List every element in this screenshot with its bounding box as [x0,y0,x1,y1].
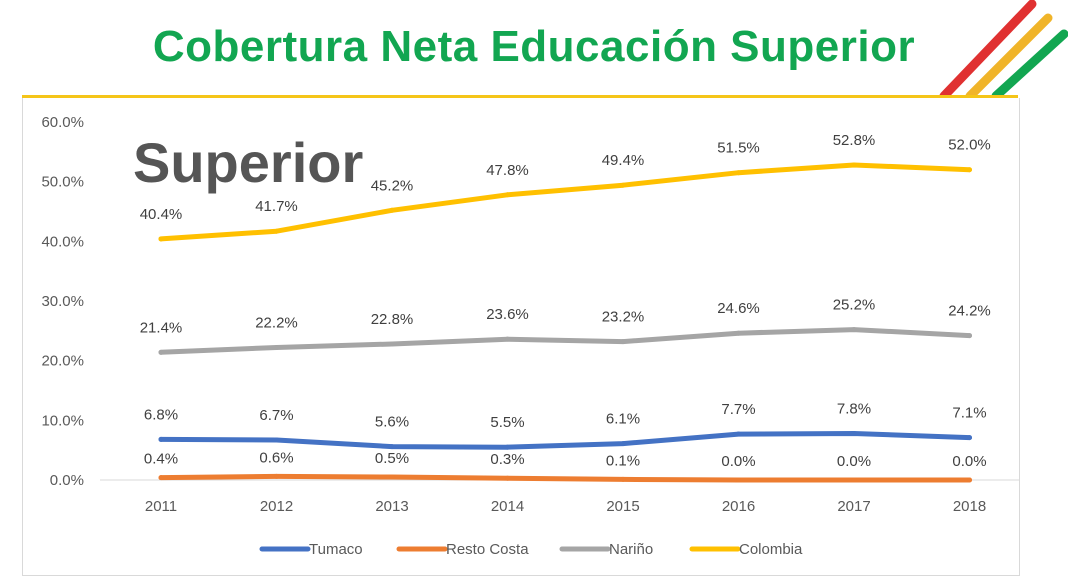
y-tick-label: 10.0% [41,412,84,429]
data-label-tumaco: 6.7% [259,407,293,424]
data-point-resto-costa [158,475,164,481]
x-tick-label: 2016 [722,498,755,515]
data-label-narino: 22.2% [255,315,298,332]
data-point-narino [851,327,857,333]
data-label-colombia: 52.0% [948,137,991,154]
data-point-narino [274,345,279,351]
data-point-tumaco [274,437,279,443]
data-label-tumaco: 7.1% [952,405,986,422]
data-point-tumaco [505,444,510,450]
chart-panel [22,98,1020,576]
x-tick-label: 2011 [145,498,177,515]
data-label-narino: 21.4% [140,319,183,336]
data-point-tumaco [967,435,972,441]
data-label-narino: 22.8% [371,311,414,328]
data-point-resto-costa [389,474,395,480]
data-point-colombia [851,162,857,168]
x-tick-label: 2017 [837,498,870,515]
data-point-colombia [389,207,395,213]
y-tick-label: 50.0% [41,174,84,191]
y-tick-label: 20.0% [41,353,84,370]
data-label-resto-costa: 0.1% [606,452,640,469]
data-label-narino: 23.2% [602,309,645,326]
data-point-resto-costa [274,473,279,479]
legend-label: Nariño [609,541,653,558]
series-line-narino [158,327,972,355]
data-label-colombia: 40.4% [140,206,183,223]
x-tick-label: 2015 [606,498,639,515]
x-tick-label: 2013 [375,498,408,515]
legend-label: Resto Costa [446,541,529,558]
data-label-tumaco: 5.6% [375,414,409,431]
stripe-yellow [965,13,1053,98]
data-label-colombia: 52.8% [833,132,876,149]
data-label-colombia: 45.2% [371,177,414,194]
data-label-narino: 23.6% [486,306,529,323]
page-title: Cobertura Neta Educación Superior [152,22,916,71]
data-label-resto-costa: 0.0% [837,453,871,470]
data-label-resto-costa: 0.5% [375,450,409,467]
y-tick-label: 0.0% [50,472,84,489]
data-point-resto-costa [851,477,857,483]
data-label-resto-costa: 0.0% [952,453,986,470]
x-tick-label: 2012 [260,498,293,515]
data-point-narino [967,333,972,339]
data-point-narino [620,339,626,345]
title-underline [22,95,1018,98]
data-label-tumaco: 6.8% [144,406,178,423]
data-label-colombia: 41.7% [255,198,298,215]
legend-label: Tumaco [309,541,363,558]
data-point-resto-costa [736,477,741,483]
data-point-resto-costa [620,476,626,482]
data-point-resto-costa [505,475,510,481]
data-point-colombia [158,236,164,242]
data-label-resto-costa: 0.6% [259,449,293,466]
series-line-tumaco [158,431,972,450]
stripe-red [939,0,1037,98]
data-point-colombia [967,167,972,173]
legend-label: Colombia [739,541,803,558]
data-label-resto-costa: 0.3% [490,451,524,468]
data-label-tumaco: 7.8% [837,400,871,417]
data-point-resto-costa [967,477,972,483]
data-point-tumaco [389,444,395,450]
x-tick-label: 2018 [953,498,986,515]
data-label-colombia: 49.4% [602,152,645,169]
data-label-colombia: 47.8% [486,162,529,179]
y-tick-label: 60.0% [41,114,84,131]
data-label-narino: 24.2% [948,303,991,320]
y-tick-label: 30.0% [41,293,84,310]
data-point-tumaco [736,431,741,437]
series-line-resto-costa [158,473,972,483]
data-point-tumaco [620,441,626,447]
data-point-colombia [505,192,510,198]
data-point-narino [158,349,164,355]
data-point-narino [505,336,510,342]
data-label-tumaco: 5.5% [490,414,524,431]
data-label-narino: 25.2% [833,297,876,314]
data-label-resto-costa: 0.4% [144,451,178,468]
data-label-resto-costa: 0.0% [721,453,755,470]
data-label-tumaco: 7.7% [721,401,755,418]
stripe-green [991,29,1068,98]
overlay-label: Superior [133,131,364,194]
data-label-tumaco: 6.1% [606,411,640,428]
data-point-colombia [274,228,279,234]
y-tick-label: 40.0% [41,233,84,250]
data-label-colombia: 51.5% [717,140,760,157]
data-point-colombia [620,182,626,188]
data-point-narino [389,341,395,347]
data-point-narino [736,330,741,336]
decorative-stripes [939,0,1068,98]
data-point-tumaco [158,436,164,442]
data-label-narino: 24.6% [717,300,760,317]
series-line-colombia [158,162,972,242]
data-point-colombia [736,170,741,176]
data-point-tumaco [851,430,857,436]
x-tick-label: 2014 [491,498,524,515]
